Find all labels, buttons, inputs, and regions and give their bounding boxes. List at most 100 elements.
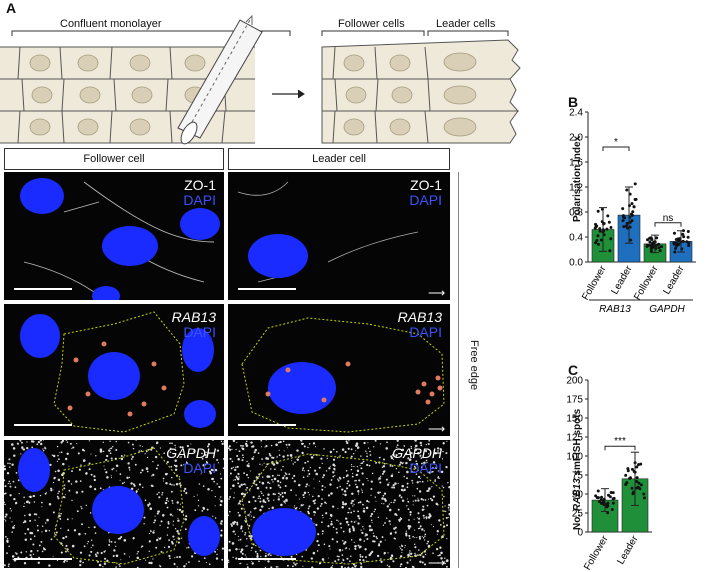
gapdh-speckle bbox=[396, 444, 399, 446]
gapdh-speckle bbox=[330, 522, 333, 526]
gapdh-speckle bbox=[51, 454, 54, 456]
gapdh-speckle bbox=[354, 545, 357, 548]
gapdh-speckle bbox=[263, 462, 265, 464]
gapdh-speckle bbox=[325, 470, 328, 472]
gapdh-speckle bbox=[401, 551, 403, 553]
gapdh-speckle bbox=[404, 452, 408, 456]
category-label: Follower bbox=[632, 263, 661, 302]
gapdh-speckle bbox=[394, 526, 397, 529]
gapdh-speckle bbox=[348, 507, 351, 510]
gapdh-speckle bbox=[347, 447, 350, 450]
gapdh-speckle bbox=[163, 452, 166, 455]
gapdh-speckle bbox=[440, 470, 444, 474]
gapdh-speckle bbox=[258, 560, 260, 563]
gapdh-speckle bbox=[144, 499, 147, 501]
gapdh-speckle bbox=[9, 466, 11, 468]
gapdh-speckle bbox=[53, 477, 56, 480]
micrograph-zo1-leader: ZO-1 DAPI ⟶ bbox=[228, 172, 450, 300]
gapdh-speckle bbox=[246, 537, 248, 540]
gapdh-speckle bbox=[437, 450, 439, 452]
gapdh-speckle bbox=[230, 488, 232, 490]
gapdh-speckle bbox=[428, 453, 430, 455]
gapdh-speckle bbox=[283, 500, 286, 503]
gapdh-speckle bbox=[25, 551, 27, 553]
gapdh-speckle bbox=[152, 531, 155, 534]
gapdh-speckle bbox=[120, 457, 124, 461]
gapdh-speckle bbox=[441, 485, 443, 487]
data-point bbox=[606, 504, 610, 508]
gapdh-speckle bbox=[33, 494, 36, 498]
gapdh-speckle bbox=[242, 456, 244, 459]
gapdh-speckle bbox=[38, 516, 40, 518]
gapdh-speckle bbox=[410, 451, 412, 453]
gapdh-speckle bbox=[431, 486, 433, 488]
gapdh-speckle bbox=[71, 499, 73, 502]
gapdh-speckle bbox=[317, 494, 320, 498]
gapdh-speckle bbox=[104, 550, 106, 552]
gapdh-speckle bbox=[413, 471, 415, 473]
gapdh-speckle bbox=[30, 550, 33, 553]
gapdh-speckle bbox=[166, 506, 169, 509]
gapdh-speckle bbox=[414, 529, 416, 531]
gapdh-speckle bbox=[360, 455, 362, 457]
gapdh-speckle bbox=[412, 500, 414, 502]
gapdh-speckle bbox=[94, 553, 97, 556]
data-point bbox=[687, 243, 691, 247]
gapdh-speckle bbox=[219, 498, 221, 500]
gapdh-speckle bbox=[68, 489, 71, 492]
y-tick-label: 125 bbox=[566, 433, 583, 444]
gapdh-speckle bbox=[320, 457, 323, 460]
gapdh-speckle bbox=[386, 564, 388, 566]
gapdh-speckle bbox=[357, 489, 360, 493]
gapdh-speckle bbox=[286, 447, 288, 449]
gapdh-speckle bbox=[161, 494, 163, 496]
gapdh-speckle bbox=[431, 470, 434, 473]
gapdh-speckle bbox=[419, 441, 422, 445]
gapdh-speckle bbox=[360, 467, 363, 470]
gapdh-speckle bbox=[260, 555, 262, 558]
gapdh-speckle bbox=[335, 528, 338, 530]
gapdh-speckle bbox=[178, 476, 181, 478]
gapdh-speckle bbox=[73, 529, 77, 532]
gapdh-speckle bbox=[396, 440, 399, 442]
gapdh-speckle bbox=[174, 459, 177, 462]
gapdh-speckle bbox=[244, 520, 246, 522]
gapdh-speckle bbox=[421, 480, 424, 483]
gapdh-speckle bbox=[183, 565, 186, 568]
gapdh-speckle bbox=[408, 537, 411, 540]
gapdh-speckle bbox=[58, 458, 60, 460]
gapdh-speckle bbox=[233, 497, 235, 499]
gapdh-speckle bbox=[426, 542, 428, 545]
gapdh-speckle bbox=[421, 508, 424, 511]
gapdh-speckle bbox=[267, 553, 270, 556]
gapdh-speckle bbox=[177, 541, 180, 544]
gapdh-speckle bbox=[214, 550, 217, 553]
gapdh-speckle bbox=[243, 493, 247, 496]
gapdh-speckle bbox=[277, 498, 280, 501]
gapdh-speckle bbox=[278, 454, 281, 456]
gapdh-speckle bbox=[205, 451, 207, 454]
gapdh-speckle bbox=[207, 443, 211, 446]
gapdh-speckle bbox=[424, 499, 427, 501]
gapdh-speckle bbox=[267, 560, 270, 563]
channel-rab13: RAB13 bbox=[397, 309, 442, 325]
gapdh-speckle bbox=[405, 461, 408, 465]
gapdh-speckle bbox=[176, 566, 178, 568]
gapdh-speckle bbox=[237, 535, 239, 538]
gapdh-speckle bbox=[447, 506, 450, 509]
gapdh-speckle bbox=[445, 565, 448, 568]
gapdh-speckle bbox=[315, 472, 318, 476]
gapdh-speckle bbox=[293, 562, 295, 564]
gapdh-speckle bbox=[279, 493, 282, 496]
gapdh-speckle bbox=[236, 477, 240, 481]
gapdh-speckle bbox=[342, 476, 345, 479]
gapdh-speckle bbox=[363, 510, 366, 513]
gapdh-speckle bbox=[428, 440, 431, 442]
gapdh-speckle bbox=[357, 491, 359, 493]
gapdh-speckle bbox=[184, 565, 186, 567]
gapdh-speckle bbox=[316, 550, 319, 552]
y-tick-label: 25 bbox=[572, 509, 584, 520]
gapdh-speckle bbox=[26, 441, 28, 443]
gapdh-speckle bbox=[313, 514, 315, 516]
data-point bbox=[649, 249, 653, 253]
